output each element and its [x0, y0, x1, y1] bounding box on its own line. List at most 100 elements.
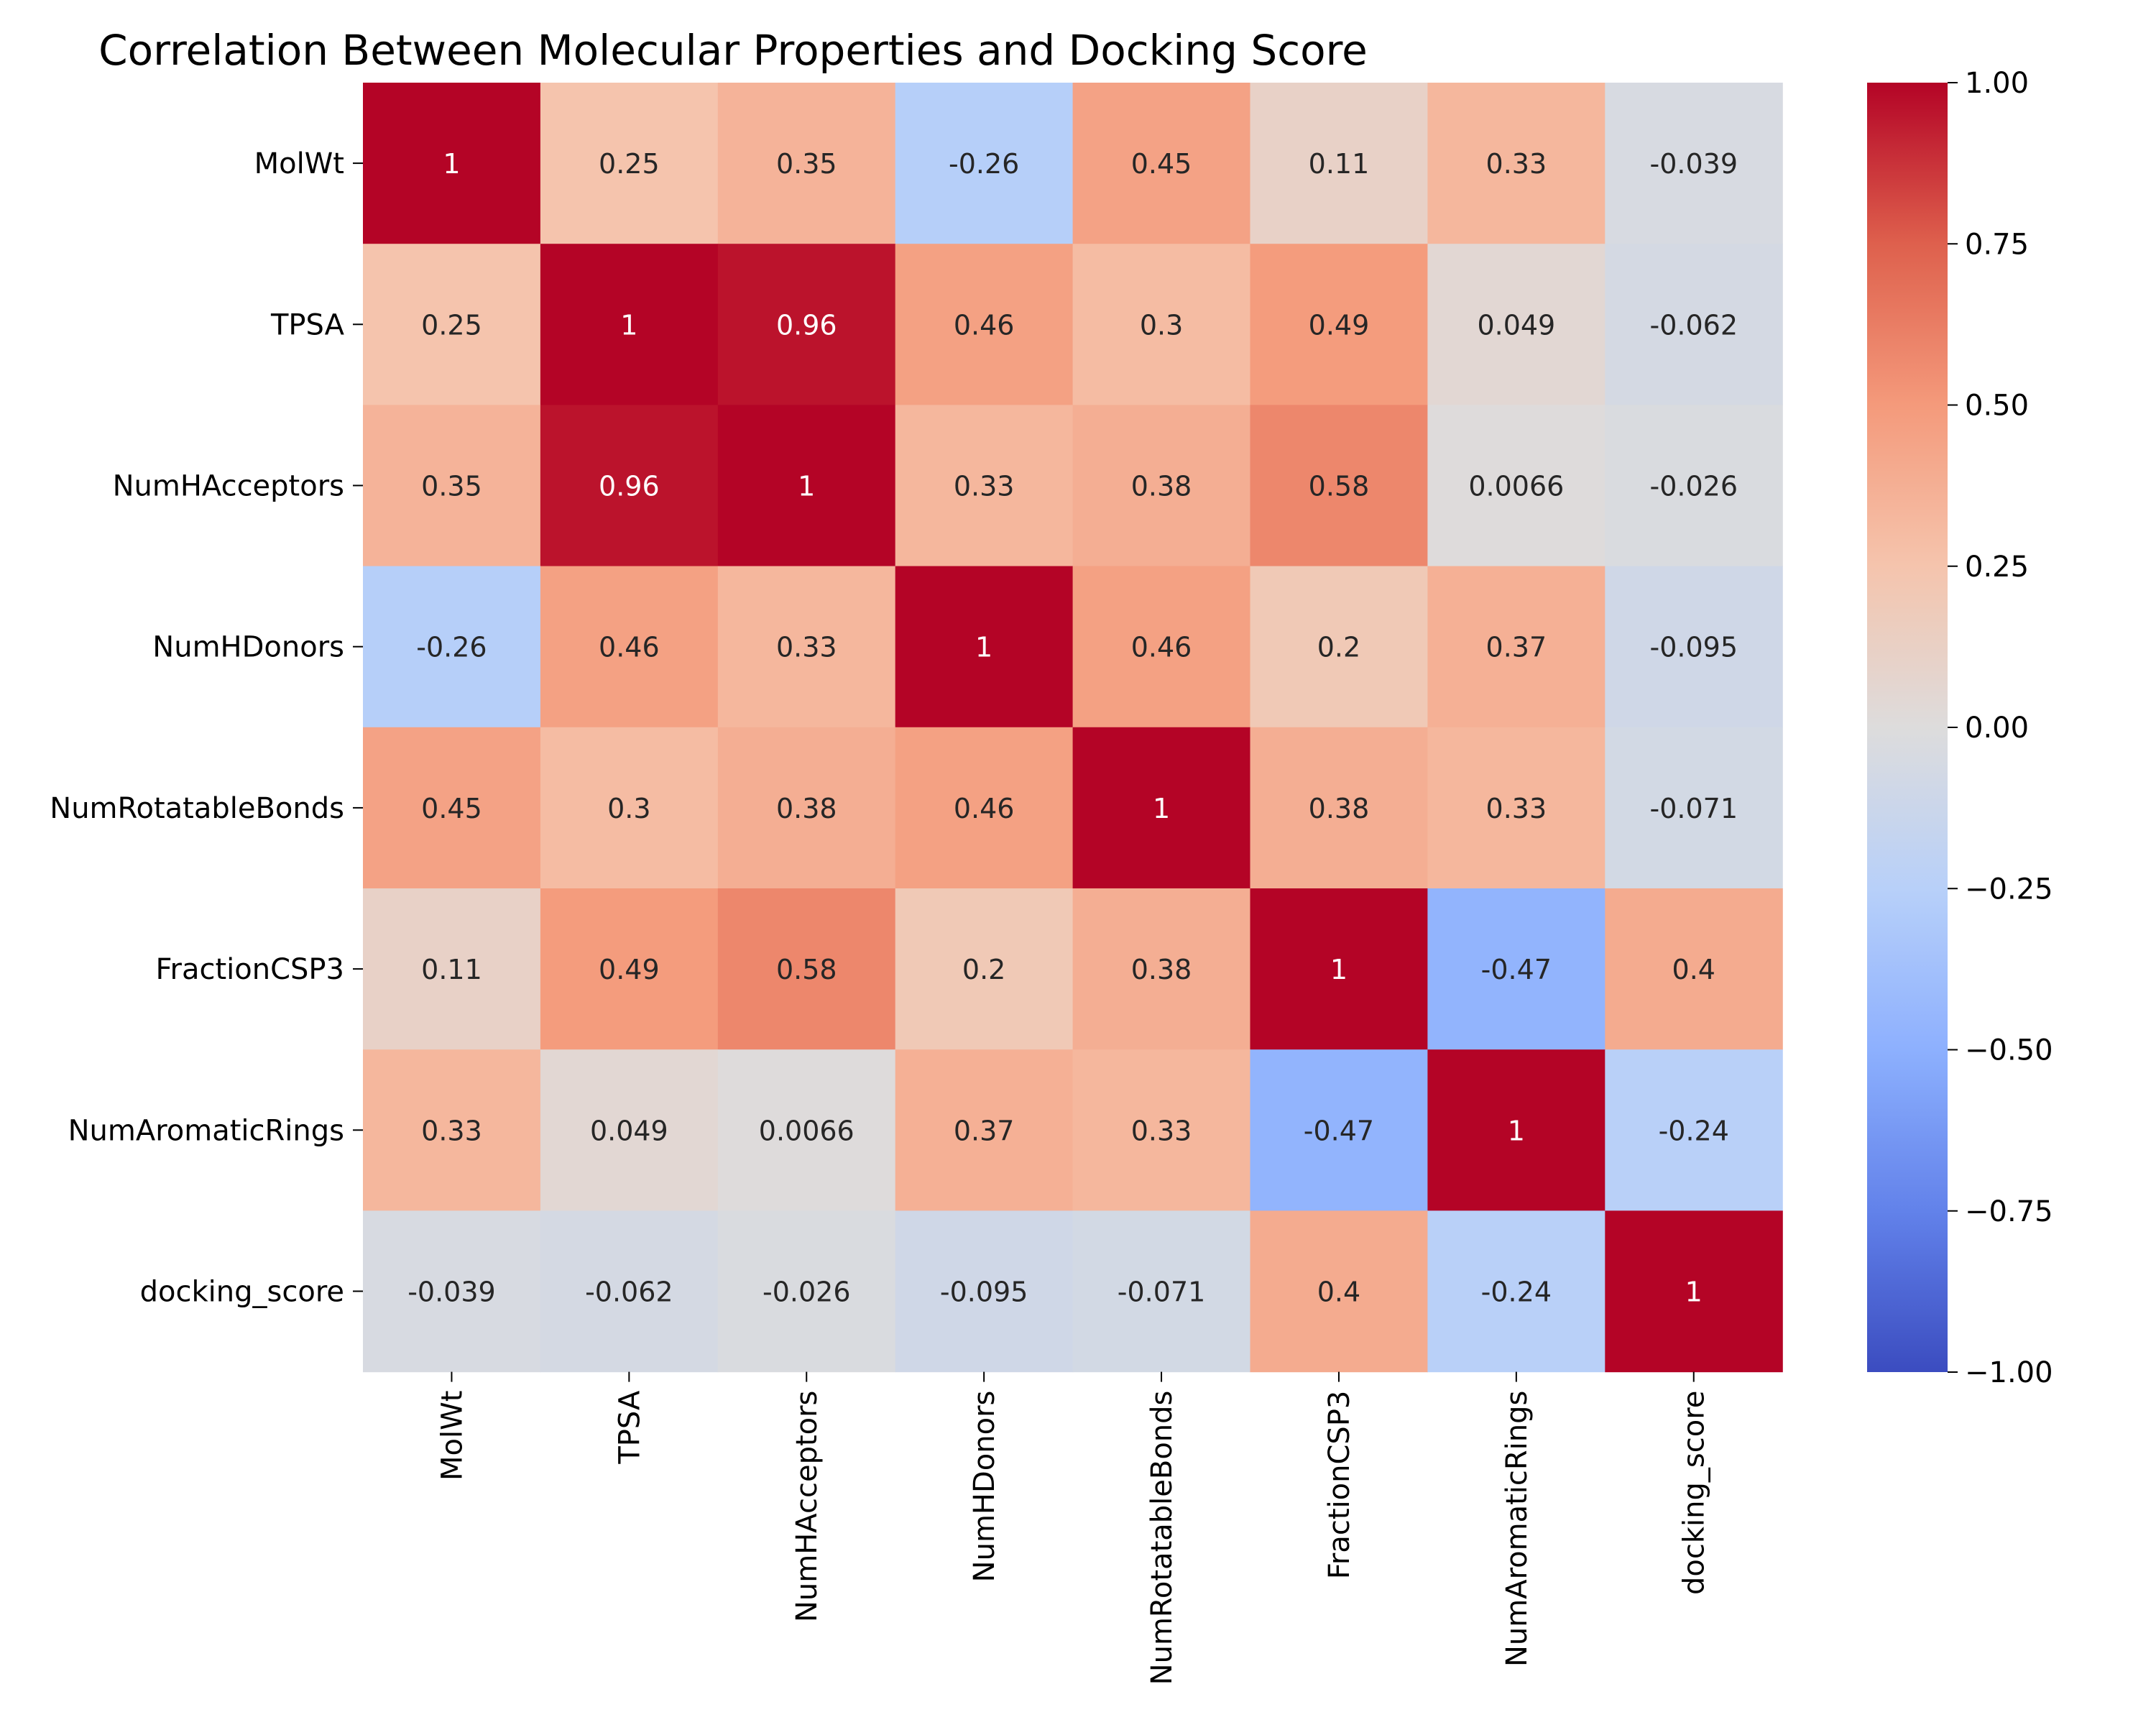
- heatmap-cell: [1427, 405, 1606, 567]
- heatmap-cell: [717, 566, 896, 728]
- cell-value-label: 0.46: [1131, 632, 1192, 663]
- heatmap-cell: [717, 244, 896, 405]
- cell-value-label: 0.49: [1309, 309, 1370, 341]
- row-tick-label: MolWt: [254, 147, 344, 180]
- heatmap-cell: [1427, 727, 1606, 889]
- row-tick-label: NumAromaticRings: [68, 1114, 344, 1147]
- row-tick-label: NumHAcceptors: [113, 470, 344, 503]
- heatmap-cell: [540, 83, 719, 244]
- cell-value-label: 0.35: [776, 148, 837, 180]
- heatmap-cell: [1250, 83, 1428, 244]
- heatmap-cell: [1072, 566, 1251, 728]
- cell-value-label: 1: [1508, 1115, 1525, 1146]
- heatmap-cell: [1250, 405, 1428, 567]
- heatmap-cell: [717, 1049, 896, 1211]
- heatmap-cell: [1427, 83, 1606, 244]
- heatmap-cell: [1072, 1049, 1251, 1211]
- cell-value-label: 0.38: [776, 793, 837, 824]
- cell-value-label: 0.4: [1672, 954, 1715, 985]
- cell-value-label: 0.45: [1131, 148, 1192, 180]
- cell-value-label: 1: [798, 471, 815, 502]
- column-axis: MolWt TPSA NumHAcceptors NumHDonors NumRotat…: [436, 1371, 1711, 1685]
- cell-value-label: 0.45: [421, 793, 482, 824]
- colorbar-tick-label: −1.00: [1965, 1356, 2053, 1389]
- cell-value-label: 0.33: [421, 1115, 482, 1146]
- chart-title: Correlation Between Molecular Properties…: [98, 26, 1368, 75]
- heatmap-cells: [363, 83, 1783, 1373]
- heatmap-cell: [540, 888, 719, 1050]
- heatmap-cell: [540, 244, 719, 405]
- cell-value-label: 0.33: [1486, 793, 1547, 824]
- heatmap-cell: [540, 1210, 719, 1373]
- heatmap-cell: [1072, 244, 1251, 405]
- cell-value-label: 0.33: [776, 632, 837, 663]
- cell-value-label: -0.026: [1650, 471, 1738, 502]
- heatmap-cell: [717, 83, 896, 244]
- heatmap-cell: [1427, 566, 1606, 728]
- heatmap-value-labels: 1 0.25 0.35 -0.26 0.45 0.11 0.33 -0.039 0.25 1 0.9…: [407, 148, 1738, 1307]
- column-tick-label: NumAromaticRings: [1501, 1391, 1534, 1667]
- column-tick-label: docking_score: [1678, 1391, 1711, 1595]
- heatmap-cell: [363, 244, 541, 405]
- cell-value-label: 0.049: [1477, 309, 1555, 341]
- cell-value-label: 0.3: [607, 793, 650, 824]
- heatmap-cell: [895, 727, 1074, 889]
- heatmap-cell: [540, 566, 719, 728]
- cell-value-label: -0.24: [1659, 1115, 1729, 1146]
- cell-value-label: 0.38: [1309, 793, 1370, 824]
- heatmap-cell: [895, 1049, 1074, 1211]
- cell-value-label: -0.095: [940, 1276, 1028, 1308]
- column-tick-label: MolWt: [436, 1391, 469, 1481]
- column-tick-label: NumHAcceptors: [791, 1391, 824, 1622]
- cell-value-label: 1: [620, 309, 637, 341]
- heatmap-cell: [1250, 727, 1428, 889]
- heatmap-cell: [363, 727, 541, 889]
- heatmap-cell: [1605, 83, 1783, 244]
- heatmap-cell: [363, 405, 541, 567]
- cell-value-label: 0.96: [599, 471, 660, 502]
- row-tick-label: docking_score: [140, 1276, 344, 1309]
- cell-value-label: -0.47: [1481, 954, 1552, 985]
- cell-value-label: 0.11: [1309, 148, 1370, 180]
- heatmap-cell: [1427, 1049, 1606, 1211]
- cell-value-label: -0.062: [585, 1276, 673, 1308]
- cell-value-label: 0.46: [954, 309, 1015, 341]
- colorbar-tick-label: −0.75: [1965, 1195, 2053, 1228]
- heatmap-cell: [895, 244, 1074, 405]
- cell-value-label: 0.4: [1317, 1276, 1360, 1308]
- cell-value-label: 0.46: [954, 793, 1015, 824]
- colorbar: 1.00 0.75 0.50 0.25 0.00 −0.25 −0.50 −0.75 −1.00: [1867, 67, 2053, 1389]
- heatmap-cell: [1605, 405, 1783, 567]
- cell-value-label: 0.38: [1131, 471, 1192, 502]
- cell-value-label: 1: [1153, 793, 1170, 824]
- cell-value-label: 0.37: [954, 1115, 1015, 1146]
- cell-value-label: 1: [443, 148, 460, 180]
- cell-value-label: -0.026: [763, 1276, 851, 1308]
- colorbar-tick-label: 0.75: [1965, 228, 2029, 261]
- heatmap-cell: [1250, 1049, 1428, 1211]
- row-tick-label: FractionCSP3: [155, 953, 344, 986]
- heatmap-cell: [540, 727, 719, 889]
- heatmap-cell: [895, 83, 1074, 244]
- cell-value-label: 0.96: [776, 309, 837, 341]
- heatmap-cell: [1605, 244, 1783, 405]
- cell-value-label: -0.062: [1650, 309, 1738, 341]
- column-tick-label: TPSA: [613, 1390, 646, 1465]
- heatmap-cell: [1250, 566, 1428, 728]
- cell-value-label: 0.37: [1486, 632, 1547, 663]
- heatmap-cell: [363, 1049, 541, 1211]
- cell-value-label: 0.33: [1486, 148, 1547, 180]
- cell-value-label: 1: [1330, 954, 1348, 985]
- heatmap-cell: [1605, 1049, 1783, 1211]
- colorbar-tick-label: 0.00: [1965, 712, 2029, 745]
- cell-value-label: 0.0066: [1468, 471, 1564, 502]
- heatmap-cell: [1250, 244, 1428, 405]
- heatmap-cell: [1072, 1210, 1251, 1373]
- heatmap-cell: [895, 1210, 1074, 1373]
- cell-value-label: -0.24: [1481, 1276, 1552, 1308]
- cell-value-label: -0.071: [1118, 1276, 1206, 1308]
- cell-value-label: 1: [1685, 1276, 1703, 1308]
- cell-value-label: 0.049: [590, 1115, 668, 1146]
- colorbar-tick-label: 0.25: [1965, 551, 2029, 584]
